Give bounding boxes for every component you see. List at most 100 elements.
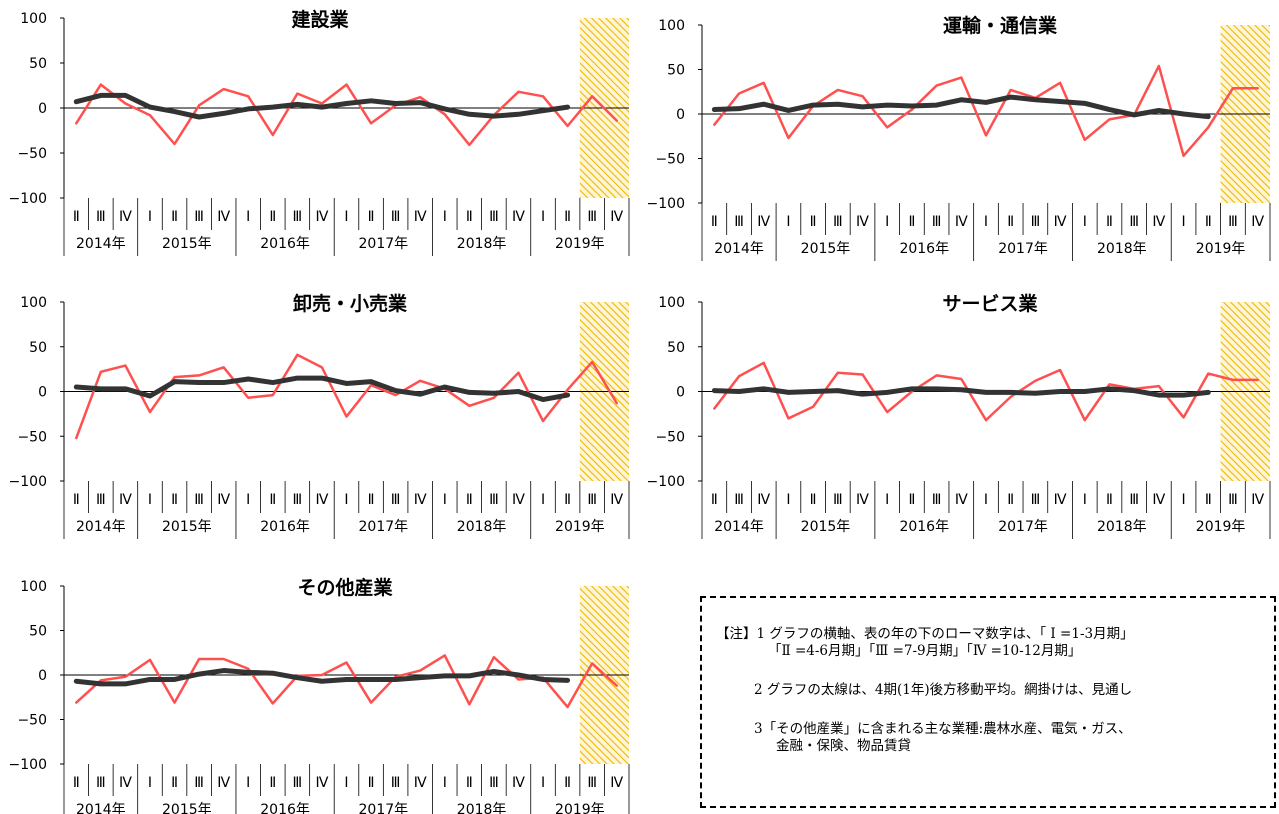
quarter-label: Ⅳ (119, 209, 132, 225)
year-label: 2017年 (359, 236, 409, 252)
quarter-label: Ⅳ (414, 775, 427, 791)
quarter-label: Ⅰ (443, 492, 447, 508)
quarter-label: Ⅰ (344, 209, 348, 225)
quarter-label: Ⅰ (541, 492, 545, 508)
year-label: 2018年 (1097, 519, 1147, 535)
quarter-label: Ⅲ (932, 214, 942, 230)
quarter-label: Ⅰ (1181, 214, 1185, 230)
y-tick-label: 0 (676, 107, 685, 123)
quarter-label: Ⅱ (269, 775, 276, 791)
year-label: 2019年 (555, 519, 605, 535)
year-label: 2015年 (162, 236, 212, 252)
y-tick-label: 100 (20, 11, 47, 27)
y-tick-label: 100 (20, 579, 47, 595)
quarter-label: Ⅱ (564, 209, 571, 225)
quarter-label: Ⅲ (194, 775, 204, 791)
quarter-label: Ⅰ (1083, 214, 1087, 230)
quarter-label: Ⅲ (96, 209, 106, 225)
series-line-moving-average (73, 375, 571, 403)
chart-title: 建設業 (291, 8, 349, 31)
series-line-moving-average (711, 386, 1211, 398)
year-label: 2016年 (899, 519, 949, 535)
quarter-label: Ⅳ (1152, 492, 1165, 508)
series-line-moving-average (711, 94, 1211, 120)
quarter-label: Ⅳ (610, 209, 623, 225)
quarter-label: Ⅲ (1031, 492, 1041, 508)
quarter-label: Ⅲ (1129, 492, 1139, 508)
quarter-label: Ⅳ (217, 209, 230, 225)
year-label: 2014年 (714, 241, 764, 257)
note-line-5: 金融・保険、物品賃貸 (776, 738, 911, 754)
quarter-label: Ⅱ (564, 775, 571, 791)
quarter-label: Ⅱ (711, 492, 718, 508)
quarter-label: Ⅲ (734, 214, 744, 230)
quarter-label: Ⅰ (443, 775, 447, 791)
quarter-label: Ⅱ (810, 214, 817, 230)
year-label: 2016年 (260, 802, 310, 814)
y-tick-label: 50 (667, 63, 685, 79)
quarter-label: Ⅰ (885, 214, 889, 230)
quarter-label: Ⅳ (1251, 214, 1264, 230)
series-line-quarterly (713, 64, 1259, 158)
quarter-label: Ⅱ (908, 214, 915, 230)
year-label: 2014年 (714, 519, 764, 535)
quarter-label: Ⅱ (269, 209, 276, 225)
quarter-label: Ⅱ (711, 214, 718, 230)
year-label: 2015年 (801, 241, 851, 257)
quarter-label: Ⅲ (391, 492, 401, 508)
y-tick-label: −50 (17, 146, 47, 162)
quarter-label: Ⅳ (1054, 214, 1067, 230)
quarter-label: Ⅰ (984, 214, 988, 230)
quarter-label: Ⅲ (391, 209, 401, 225)
y-tick-label: −100 (647, 196, 685, 212)
quarter-label: Ⅱ (1205, 214, 1212, 230)
quarter-label: Ⅱ (1106, 492, 1113, 508)
quarter-label: Ⅱ (73, 209, 80, 225)
quarter-label: Ⅱ (466, 209, 473, 225)
quarter-label: Ⅱ (171, 492, 178, 508)
quarter-label: Ⅲ (932, 492, 942, 508)
quarter-label: Ⅲ (194, 492, 204, 508)
year-label: 2017年 (359, 802, 409, 814)
quarter-label: Ⅳ (955, 492, 968, 508)
quarter-label: Ⅲ (833, 214, 843, 230)
quarter-label: Ⅱ (466, 492, 473, 508)
quarter-label: Ⅱ (368, 492, 375, 508)
quarter-label: Ⅲ (96, 775, 106, 791)
y-tick-label: −100 (647, 474, 685, 490)
quarter-label: Ⅲ (293, 775, 303, 791)
quarter-label: Ⅱ (1106, 214, 1113, 230)
year-label: 2014年 (76, 802, 126, 814)
quarter-label: Ⅳ (610, 775, 623, 791)
year-label: 2015年 (162, 519, 212, 535)
quarter-label: Ⅳ (414, 209, 427, 225)
y-tick-label: −100 (9, 191, 47, 207)
quarter-label: Ⅰ (541, 209, 545, 225)
quarter-label: Ⅲ (489, 209, 499, 225)
year-label: 2017年 (998, 241, 1048, 257)
quarter-label: Ⅳ (856, 214, 869, 230)
chart-title: 卸売・小売業 (293, 292, 408, 315)
quarter-label: Ⅰ (148, 775, 152, 791)
note-line-1: 【注】1 グラフの横軸、表の年の下のローマ数字は、「 Ⅰ =1-3月期」 (716, 626, 1134, 642)
y-tick-label: −100 (9, 474, 47, 490)
year-label: 2016年 (260, 236, 310, 252)
y-tick-label: 100 (658, 295, 685, 311)
quarter-label: Ⅱ (368, 775, 375, 791)
quarter-label: Ⅳ (512, 492, 525, 508)
quarter-label: Ⅲ (833, 492, 843, 508)
quarter-label: Ⅲ (391, 775, 401, 791)
y-tick-label: 0 (38, 385, 47, 401)
quarter-label: Ⅱ (466, 775, 473, 791)
year-label: 2019年 (555, 802, 605, 814)
year-label: 2014年 (76, 236, 126, 252)
quarter-label: Ⅱ (171, 775, 178, 791)
y-tick-label: −50 (655, 152, 685, 168)
year-label: 2018年 (1097, 241, 1147, 257)
quarter-label: Ⅳ (1054, 492, 1067, 508)
quarter-label: Ⅲ (489, 492, 499, 508)
quarter-label: Ⅲ (587, 209, 597, 225)
quarter-label: Ⅱ (1205, 492, 1212, 508)
